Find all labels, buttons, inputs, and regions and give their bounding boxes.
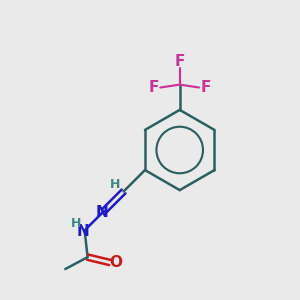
Text: F: F xyxy=(200,80,211,95)
Text: N: N xyxy=(77,224,89,239)
Text: O: O xyxy=(109,255,122,270)
Text: N: N xyxy=(96,205,109,220)
Text: F: F xyxy=(149,80,159,95)
Text: H: H xyxy=(70,218,81,230)
Text: F: F xyxy=(175,54,185,69)
Text: H: H xyxy=(110,178,120,191)
